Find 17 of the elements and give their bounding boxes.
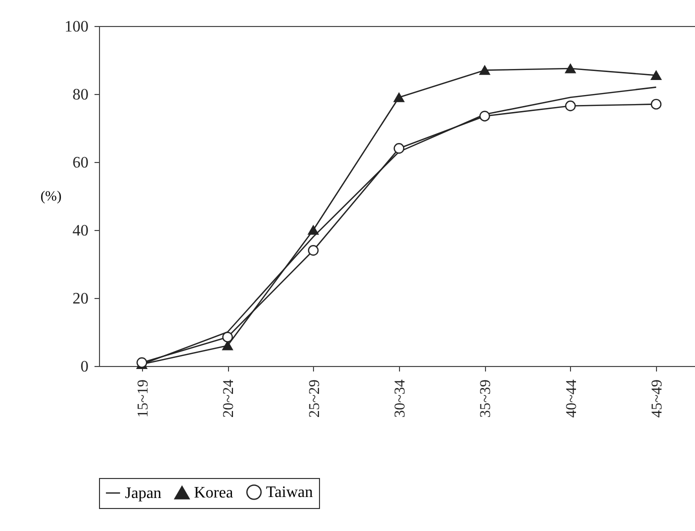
x-tick-label: 20~24 <box>221 379 238 418</box>
x-tick-label: 25~29 <box>306 380 323 418</box>
x-tick-label: 35~39 <box>478 380 494 418</box>
y-tick-label: 20 <box>72 290 88 308</box>
y-tick-label: 60 <box>72 154 88 172</box>
legend-label: Taiwan <box>266 484 313 502</box>
x-tick-label: 40~44 <box>564 379 580 418</box>
y-tick-label: 100 <box>64 18 88 36</box>
legend-label: Japan <box>125 485 162 502</box>
x-tick-label: 15~19 <box>135 380 152 418</box>
y-axis-title: (%) <box>40 190 62 204</box>
x-tick-label: 45~49 <box>650 380 666 418</box>
y-tick-label: 0 <box>80 358 88 376</box>
x-tick-label: 30~34 <box>392 379 408 418</box>
y-tick-label: 40 <box>72 222 88 240</box>
y-tick-label: 80 <box>72 86 88 104</box>
legend-label: Korea <box>194 484 234 502</box>
